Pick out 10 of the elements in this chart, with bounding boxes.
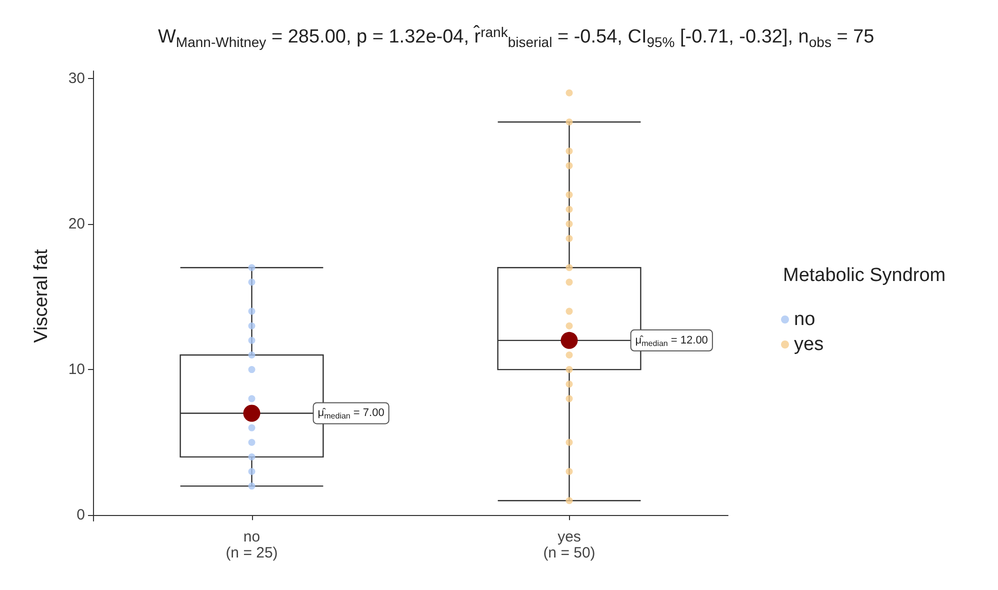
y-tick-label: 20 xyxy=(68,215,85,232)
y-tick-label: 0 xyxy=(76,506,85,524)
legend-label: no xyxy=(794,309,816,330)
y-axis-title: Visceral fat xyxy=(31,248,52,343)
x-tick-label: no (n = 25) xyxy=(226,528,278,562)
y-tick-label: 30 xyxy=(68,70,85,87)
legend-title: Metabolic Syndrom xyxy=(783,265,946,286)
y-tick-label: 10 xyxy=(68,361,85,378)
legend-label: yes xyxy=(794,334,824,355)
x-tick-label: yes (n = 50) xyxy=(543,528,596,562)
